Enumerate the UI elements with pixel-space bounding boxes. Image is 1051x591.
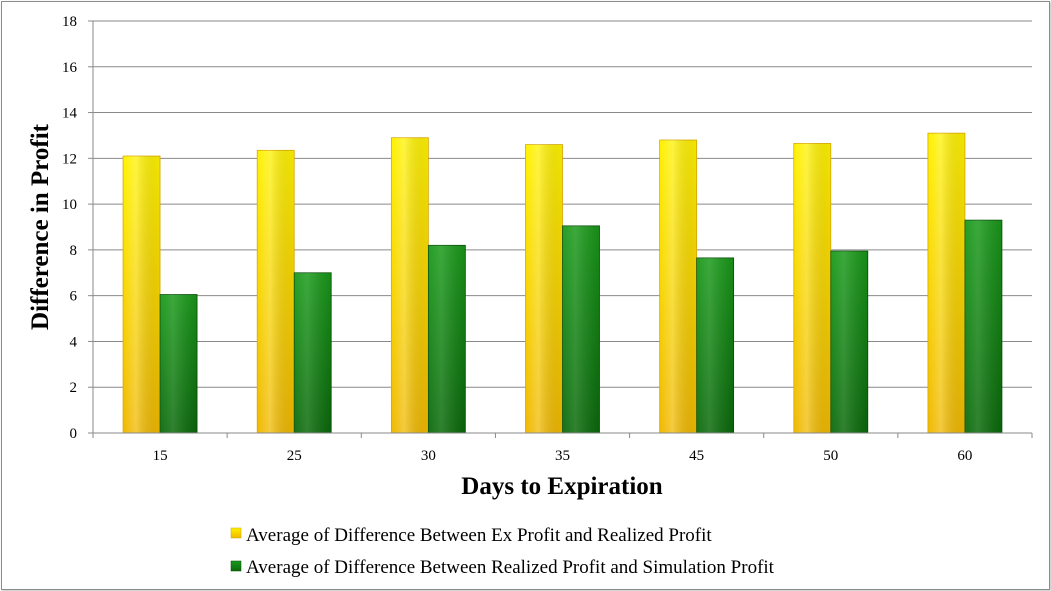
bar-shine xyxy=(927,133,965,433)
bar-shine xyxy=(391,137,429,433)
y-tick-label: 6 xyxy=(70,289,78,305)
x-tick-label: 30 xyxy=(421,448,436,464)
x-tick-label: 15 xyxy=(153,448,168,464)
x-tick-label: 50 xyxy=(823,448,838,464)
x-tick-label: 35 xyxy=(555,448,570,464)
axes xyxy=(88,20,1033,438)
x-tick-labels: 15 25 30 35 45 50 60 xyxy=(153,448,973,464)
bar-shine xyxy=(525,144,563,433)
legend-label-series-1: Average of Difference Between Ex Profit … xyxy=(246,525,712,546)
x-axis-title: Days to Expiration xyxy=(461,473,663,500)
bar-shine xyxy=(562,225,600,433)
bar-shine xyxy=(830,251,868,433)
y-tick-label: 18 xyxy=(62,14,77,30)
legend: Average of Difference Between Ex Profit … xyxy=(230,525,775,578)
y-tick-label: 4 xyxy=(70,334,78,350)
y-tick-label: 14 xyxy=(62,106,78,122)
x-tick-label: 25 xyxy=(287,448,302,464)
bar-shine xyxy=(793,143,831,433)
legend-swatch-series-1 xyxy=(230,527,242,539)
y-tick-label: 8 xyxy=(70,243,78,259)
legend-swatch-series-2 xyxy=(230,560,242,572)
bar-shine xyxy=(123,156,161,434)
bar-shine xyxy=(257,150,295,434)
y-tick-label: 0 xyxy=(70,426,78,442)
y-tick-label: 12 xyxy=(62,151,77,167)
bar-shine xyxy=(696,257,734,433)
bar-shine xyxy=(294,272,332,433)
bar-shine xyxy=(160,294,198,433)
x-tick-label: 45 xyxy=(689,448,704,464)
bars xyxy=(122,132,1003,434)
bar-shine xyxy=(964,220,1002,433)
legend-label-series-2: Average of Difference Between Realized P… xyxy=(246,557,775,578)
x-tick-label: 60 xyxy=(957,448,972,464)
y-tick-labels: 0 2 4 6 8 10 12 14 16 18 xyxy=(62,14,78,442)
y-tick-label: 16 xyxy=(62,60,78,76)
bar-shine xyxy=(428,245,466,433)
y-axis-title: Difference in Profit xyxy=(27,123,54,330)
y-tick-label: 2 xyxy=(70,380,78,396)
bar-shine xyxy=(659,140,697,433)
y-tick-label: 10 xyxy=(62,197,77,213)
